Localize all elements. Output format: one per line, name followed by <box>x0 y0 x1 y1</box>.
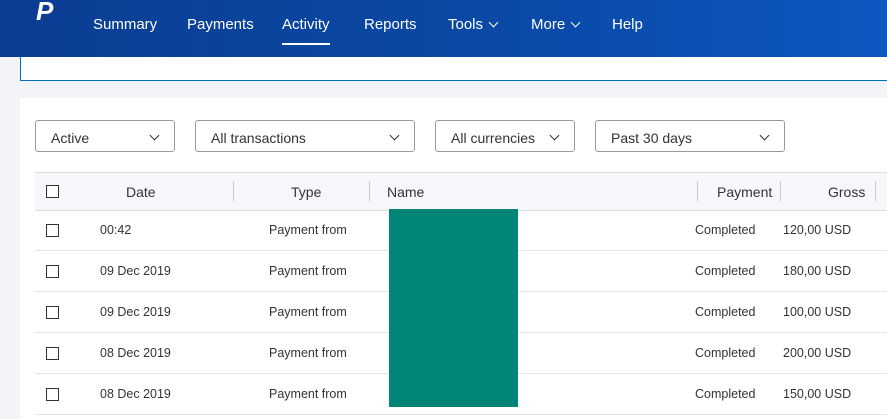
nav-label: Payments <box>187 16 254 33</box>
cell: Completed <box>695 387 756 401</box>
cell: Completed <box>695 305 756 319</box>
filter-label: All transactions <box>211 130 306 146</box>
cell: Completed <box>695 264 756 278</box>
cell: 120,00 USD <box>783 223 852 237</box>
cell: 150,00 USD <box>783 387 852 401</box>
column-header: Gross <box>828 184 866 200</box>
cell: 180,00 USD <box>783 264 852 278</box>
filter-label: Past 30 days <box>611 130 692 146</box>
cell: Payment from <box>269 305 347 319</box>
nav-link[interactable]: Activity <box>282 16 330 45</box>
dropdown-caret <box>759 130 770 141</box>
column-separator <box>780 181 781 201</box>
nav-link[interactable]: Help <box>612 16 643 33</box>
column-header: Type <box>291 184 322 200</box>
row-checkbox[interactable] <box>46 265 59 278</box>
row-checkbox[interactable] <box>46 224 59 237</box>
nav-link[interactable]: Payments <box>187 16 254 33</box>
cell: Payment from <box>269 387 347 401</box>
row-checkbox[interactable] <box>46 306 59 319</box>
nav-link[interactable]: Tools <box>448 16 499 33</box>
row-checkbox[interactable] <box>46 347 59 360</box>
nav-link[interactable]: More <box>531 16 581 33</box>
cell: Completed <box>695 223 756 237</box>
dropdown-caret <box>570 17 581 28</box>
cell: 200,00 USD <box>783 346 852 360</box>
nav-label: Summary <box>93 16 158 33</box>
cell: 08 Dec 2019 <box>100 346 171 360</box>
column-separator <box>369 181 370 201</box>
activity-panel: Date Type Name Payment Gross Active All trans… <box>20 98 887 419</box>
table-header: Date Type Name Payment Gross <box>35 172 887 211</box>
cell: Payment from <box>269 346 347 360</box>
nav-label: Tools <box>448 16 484 33</box>
column-header: Payment <box>717 184 773 200</box>
cell: Completed <box>695 346 756 360</box>
column-header: Date <box>126 184 156 200</box>
column-separator <box>697 181 698 201</box>
nav-label: Activity <box>282 16 330 33</box>
nav-link[interactable]: Summary <box>93 16 157 33</box>
filter-label: All currencies <box>451 130 536 146</box>
cell: Payment from <box>269 223 347 237</box>
filter-dropdown[interactable]: All currencies <box>435 120 575 152</box>
cell: 00:42 <box>100 223 132 237</box>
nav-label: Reports <box>364 16 417 33</box>
nav-link[interactable]: Reports <box>364 16 417 33</box>
cell: 09 Dec 2019 <box>100 264 171 278</box>
column-separator <box>875 181 876 201</box>
redaction <box>389 209 518 407</box>
row-checkbox[interactable] <box>46 388 59 401</box>
dropdown-caret <box>488 17 499 28</box>
logo[interactable]: P <box>36 0 54 26</box>
column-separator <box>233 181 234 201</box>
cell: 100,00 USD <box>783 305 852 319</box>
cell: 09 Dec 2019 <box>100 305 171 319</box>
nav-label: More <box>531 16 566 33</box>
cell: 08 Dec 2019 <box>100 387 171 401</box>
cell: Payment from <box>269 264 347 278</box>
dropdown-caret <box>149 130 160 141</box>
filter-dropdown[interactable]: Active <box>35 120 175 152</box>
dropdown-caret <box>549 130 560 141</box>
filter-dropdown[interactable]: All transactions <box>195 120 415 152</box>
top-nav: P Summary Payments Activity Reports Tools More… <box>0 0 887 57</box>
filter-dropdown[interactable]: Past 30 days <box>595 120 785 152</box>
filter-label: Active <box>51 130 90 146</box>
nav-label: Help <box>612 16 643 33</box>
column-header: Name <box>387 184 425 200</box>
select-all-checkbox[interactable] <box>46 185 59 198</box>
table-row[interactable]: 08 Dec 2019 Payment from Completed 150,00 U… <box>35 373 887 415</box>
dropdown-caret <box>389 130 400 141</box>
